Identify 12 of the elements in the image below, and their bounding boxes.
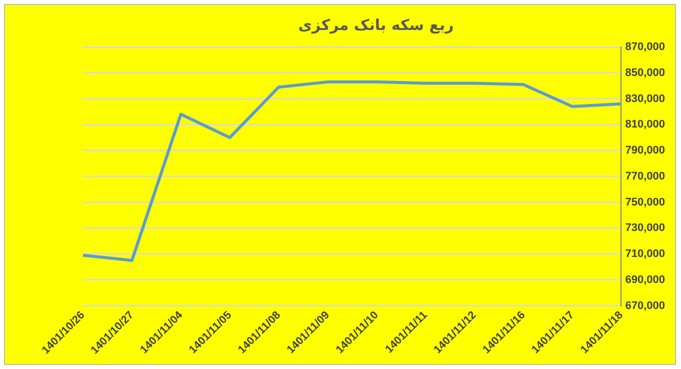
y-tick-label: 810,000 xyxy=(625,118,666,131)
y-tick-label: 830,000 xyxy=(625,92,666,105)
y-tick-label: 670,000 xyxy=(625,300,666,312)
y-tick-label: 750,000 xyxy=(625,196,666,208)
y-tick-label: 710,000 xyxy=(625,248,666,260)
y-tick-label: 730,000 xyxy=(625,222,666,234)
y-tick-label: 770,000 xyxy=(625,170,666,182)
y-tick-label: 690,000 xyxy=(625,274,666,286)
y-tick-label: 790,000 xyxy=(625,144,666,157)
y-tick-label: 870,000 xyxy=(625,41,666,54)
y-tick-label: 850,000 xyxy=(625,66,666,79)
chart-title: ربع سکه بانک مرکزی xyxy=(298,16,454,34)
